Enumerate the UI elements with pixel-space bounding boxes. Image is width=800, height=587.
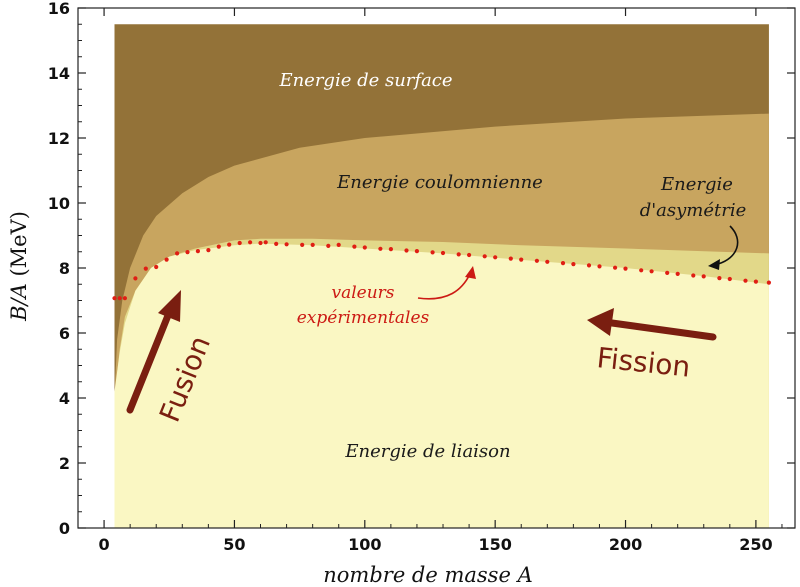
experimental-point [613, 265, 618, 270]
experimental-point [534, 258, 540, 263]
experimental-point [639, 268, 644, 273]
experimental-point [482, 254, 487, 259]
energy-regions [114, 24, 769, 529]
experimental-point [143, 266, 148, 271]
coulomb-energy-label: Energie coulomnienne [336, 172, 543, 193]
experimental-point [326, 243, 331, 248]
asymmetry-energy-label-line1: Energie [660, 174, 733, 195]
experimental-point [467, 252, 472, 258]
experimental-point [164, 257, 169, 262]
experimental-point [185, 250, 190, 255]
y-tick-label: 0 [59, 519, 70, 538]
experimental-point [175, 251, 180, 256]
experimental-label-line1: valeurs [331, 283, 394, 303]
y-tick-label: 2 [59, 454, 70, 473]
experimental-point [362, 245, 367, 250]
experimental-point [112, 296, 117, 301]
experimental-point [154, 264, 159, 270]
asymmetry-pointer-head [708, 259, 720, 270]
experimental-point [378, 246, 383, 251]
experimental-point [388, 247, 393, 252]
experimental-point [508, 256, 513, 261]
experimental-point [133, 276, 138, 281]
fission-arrow [587, 308, 717, 341]
experimental-point [440, 250, 446, 256]
experimental-point [545, 259, 550, 264]
experimental-pointer-arrow [417, 273, 471, 300]
experimental-point [753, 279, 759, 284]
y-tick-label: 12 [48, 129, 70, 148]
experimental-point [743, 278, 748, 283]
experimental-point [300, 242, 305, 247]
surface-energy-label: Energie de surface [278, 70, 452, 91]
x-tick-label: 50 [223, 535, 245, 554]
experimental-label-line2: expérimentales [297, 308, 430, 328]
experimental-point [586, 263, 592, 268]
experimental-point [649, 269, 654, 274]
experimental-point [284, 242, 289, 247]
experimental-point [310, 242, 315, 247]
experimental-point [519, 257, 524, 262]
experimental-point [122, 296, 127, 301]
experimental-point [274, 241, 279, 246]
experimental-point [623, 266, 628, 271]
experimental-point [717, 276, 722, 281]
experimental-point [665, 270, 670, 275]
experimental-point [258, 240, 263, 246]
y-tick-label: 8 [59, 259, 70, 278]
y-tick-label: 6 [59, 324, 70, 343]
y-tick-label: 4 [59, 389, 70, 408]
x-tick-label: 250 [739, 535, 772, 554]
y-tick-label: 10 [48, 194, 70, 213]
experimental-point [571, 262, 576, 267]
experimental-point [414, 249, 419, 254]
axis-ticks: 0 50 100 150 200 250 0 2 4 6 8 10 12 14 16 [48, 0, 795, 554]
experimental-point [560, 261, 566, 266]
experimental-point [456, 252, 461, 257]
y-axis-label: B/A (MeV) [7, 211, 31, 322]
experimental-point [430, 250, 435, 255]
asymmetry-pointer-arrow [717, 225, 739, 265]
experimental-point [675, 271, 680, 276]
experimental-point [117, 296, 122, 301]
experimental-points [112, 240, 772, 301]
fusion-arrow [126, 290, 181, 414]
experimental-point [206, 248, 211, 253]
x-tick-label: 200 [609, 535, 642, 554]
binding-energy-label: Energie de liaison [344, 441, 510, 462]
x-tick-label: 150 [478, 535, 511, 554]
x-tick-label: 100 [348, 535, 381, 554]
asymmetry-energy-label-line2: d'asymétrie [640, 200, 747, 221]
experimental-point [237, 240, 242, 246]
experimental-point [597, 264, 602, 269]
experimental-point [352, 244, 357, 249]
experimental-point [691, 273, 696, 278]
experimental-point [263, 240, 268, 245]
experimental-point [227, 242, 232, 247]
binding-energy-region [114, 243, 769, 528]
experimental-point [493, 255, 498, 260]
experimental-point [727, 276, 732, 282]
experimental-point [195, 249, 200, 254]
x-axis-label: nombre de masse A [323, 563, 532, 587]
y-tick-label: 14 [48, 64, 70, 83]
experimental-pointer-head [465, 266, 476, 279]
experimental-point [248, 240, 253, 245]
y-tick-label: 16 [48, 0, 70, 18]
experimental-point [216, 244, 221, 249]
x-tick-label: 0 [99, 535, 110, 554]
experimental-point [336, 242, 341, 247]
experimental-point [766, 280, 772, 285]
experimental-point [404, 248, 409, 253]
experimental-point [701, 274, 706, 279]
